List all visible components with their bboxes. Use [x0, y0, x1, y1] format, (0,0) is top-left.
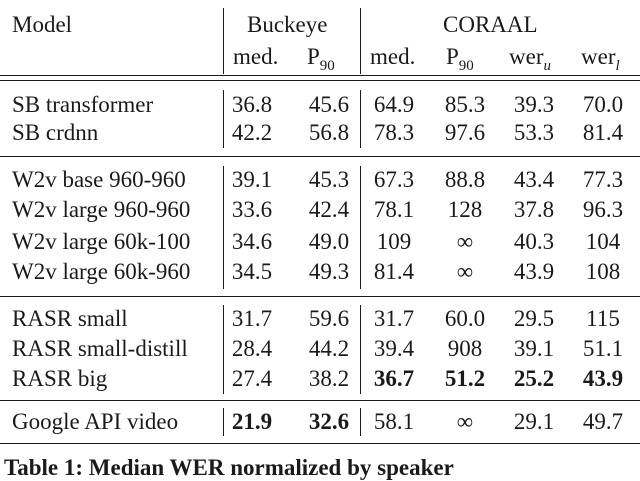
- table-cell: 38.2: [308, 366, 350, 391]
- header-model: Model: [12, 12, 73, 37]
- table-row-model: Google API video: [12, 409, 179, 434]
- vrule-2-g3: [360, 305, 361, 394]
- vrule-2-g2: [360, 166, 361, 289]
- table-cell: 39.1: [513, 336, 555, 361]
- table-cell: 104: [585, 229, 621, 254]
- table-cell: 64.9: [373, 92, 415, 117]
- vrule-1-g3: [223, 305, 224, 394]
- header-buckeye: Buckeye: [247, 12, 328, 37]
- vrule-1-g1: [223, 90, 224, 148]
- table-cell: 45.3: [308, 167, 350, 192]
- table-cell: 115: [586, 306, 620, 331]
- table-cell: 34.6: [231, 229, 273, 254]
- table-cell: 58.1: [373, 409, 415, 434]
- table-cell: 109: [376, 229, 412, 254]
- table-cell: 45.6: [308, 92, 350, 117]
- table-cell: ∞: [456, 409, 474, 434]
- table-row-model: W2v large 960-960: [12, 197, 191, 222]
- table-cell: 40.3: [513, 229, 555, 254]
- table-row-model: W2v base 960-960: [12, 167, 186, 192]
- table-cell: 78.3: [373, 120, 415, 145]
- table-row-model: RASR small: [12, 306, 128, 331]
- table-cell: 31.7: [373, 306, 415, 331]
- table-row-model: RASR small-distill: [12, 336, 188, 361]
- table-cell: 908: [447, 336, 483, 361]
- table-cell: 97.6: [444, 120, 486, 145]
- vrule-2-g4: [360, 408, 361, 436]
- table-cell: 31.7: [231, 306, 273, 331]
- table-cell: 39.4: [373, 336, 415, 361]
- table-row-model: W2v large 60k-960: [12, 259, 191, 284]
- table-cell: 70.0: [582, 92, 624, 117]
- table-cell: ∞: [456, 259, 474, 284]
- table-cell: 36.8: [231, 92, 273, 117]
- col-header-wer-u: weru: [509, 44, 551, 74]
- table-cell: 34.5: [231, 259, 273, 284]
- table-cell: 81.4: [373, 259, 415, 284]
- table-cell: 51.1: [582, 336, 624, 361]
- table-cell: 21.9: [231, 409, 273, 434]
- vrule-2-header: [360, 8, 361, 74]
- rule-header-2: [0, 80, 640, 81]
- table-cell: 36.7: [373, 366, 415, 391]
- table-cell: 60.0: [444, 306, 486, 331]
- table-cell: 28.4: [231, 336, 273, 361]
- col-header-buckeye-p90: P90: [307, 44, 335, 74]
- table-cell: 128: [447, 197, 483, 222]
- rule-group-3: [0, 400, 640, 401]
- table-cell: 49.7: [582, 409, 624, 434]
- table-cell: 43.9: [513, 259, 555, 284]
- rule-group-1: [0, 156, 640, 157]
- table-cell: 49.0: [308, 229, 350, 254]
- table-cell: 59.6: [308, 306, 350, 331]
- vrule-2-g1: [360, 90, 361, 148]
- table-cell: 43.9: [582, 366, 624, 391]
- table-cell: 56.8: [308, 120, 350, 145]
- rule-bottom: [0, 443, 640, 444]
- table-cell: 39.3: [513, 92, 555, 117]
- vrule-1-g2: [223, 166, 224, 289]
- table-cell: 27.4: [231, 366, 273, 391]
- table-cell: 29.1: [513, 409, 555, 434]
- table-cell: 53.3: [513, 120, 555, 145]
- table-cell: 77.3: [582, 167, 624, 192]
- table-row-model: RASR big: [12, 366, 108, 391]
- table-cell: 96.3: [582, 197, 624, 222]
- vrule-1-header: [223, 8, 224, 74]
- table-cell: 51.2: [444, 366, 486, 391]
- table-cell: 44.2: [308, 336, 350, 361]
- col-header-buckeye-med: med.: [233, 44, 279, 69]
- table-cell: 85.3: [444, 92, 486, 117]
- vrule-1-g4: [223, 408, 224, 436]
- col-header-coraal-med: med.: [370, 44, 416, 69]
- col-header-coraal-p90: P90: [446, 44, 474, 74]
- col-header-wer-l: werl: [581, 44, 620, 74]
- table-row-model: W2v large 60k-100: [12, 229, 191, 254]
- table-cell: 81.4: [582, 120, 624, 145]
- table-cell: 88.8: [444, 167, 486, 192]
- table-cell: 29.5: [513, 306, 555, 331]
- table-cell: 42.4: [308, 197, 350, 222]
- table-cell: 32.6: [308, 409, 350, 434]
- table-cell: 37.8: [513, 197, 555, 222]
- table-cell: 42.2: [231, 120, 273, 145]
- table-cell: 43.4: [513, 167, 555, 192]
- rule-header-1: [0, 75, 640, 76]
- table-cell: 108: [585, 259, 621, 284]
- table-row-model: SB crdnn: [12, 120, 99, 145]
- table-caption: Table 1: Median WER normalized by speake…: [4, 455, 454, 480]
- table-cell: 78.1: [373, 197, 415, 222]
- table-cell: 67.3: [373, 167, 415, 192]
- table-cell: 25.2: [513, 366, 555, 391]
- rule-group-2: [0, 296, 640, 297]
- table-cell: 33.6: [231, 197, 273, 222]
- table-cell: 39.1: [231, 167, 273, 192]
- table-cell: ∞: [456, 229, 474, 254]
- header-coraal: CORAAL: [443, 12, 538, 37]
- table-row-model: SB transformer: [12, 92, 154, 117]
- table-cell: 49.3: [308, 259, 350, 284]
